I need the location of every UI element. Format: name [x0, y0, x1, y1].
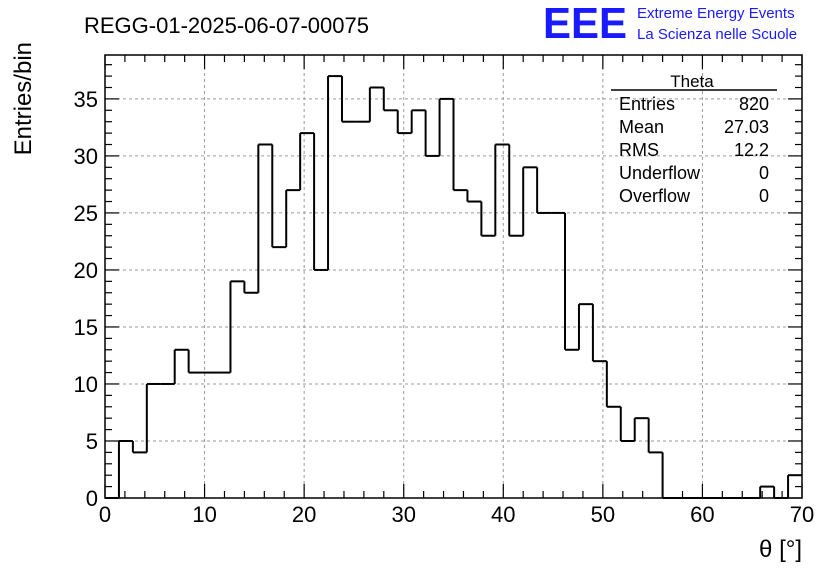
- stats-row-label: RMS: [619, 140, 659, 160]
- stats-row-value: 12.2: [734, 140, 769, 160]
- stats-row-value: 0: [759, 186, 769, 206]
- stats-row-value: 820: [739, 94, 769, 114]
- tick-labels: 0 10 20 30 40 50 60 70 0 5 10 15 20 25 30 35: [74, 87, 815, 527]
- x-tick-label: 70: [790, 502, 814, 527]
- stats-box: Theta Entries 820 Mean 27.03 RMS 12.2 Underflo…: [611, 72, 777, 206]
- stats-row-label: Underflow: [619, 163, 701, 183]
- y-tick-label: 10: [74, 372, 98, 397]
- stats-box-rows: Entries 820 Mean 27.03 RMS 12.2 Underflow 0 Over…: [619, 94, 769, 206]
- plot-border: [104, 54, 803, 499]
- x-tick-label: 20: [292, 502, 316, 527]
- chart-title: REGG-01-2025-06-07-00075: [84, 13, 369, 38]
- grid-lines: [105, 55, 802, 498]
- y-axis-label: Entries/bin: [10, 42, 37, 155]
- histogram-series: [105, 75, 802, 499]
- stats-row-label: Mean: [619, 117, 664, 137]
- logo-line-1: Extreme Energy Events: [637, 5, 795, 22]
- x-axis-label: θ [°]: [759, 536, 802, 563]
- stats-row-label: Overflow: [619, 186, 691, 206]
- y-tick-label: 30: [74, 144, 98, 169]
- logo-mark: EEE: [543, 0, 627, 48]
- logo: EEE Extreme Energy Events La Scienza nel…: [543, 0, 797, 48]
- y-tick-label: 20: [74, 258, 98, 283]
- y-tick-label: 15: [74, 315, 98, 340]
- y-tick-label: 0: [86, 486, 98, 511]
- x-tick-label: 0: [99, 502, 111, 527]
- y-tick-label: 25: [74, 201, 98, 226]
- y-tick-label: 35: [74, 87, 98, 112]
- x-tick-label: 30: [391, 502, 415, 527]
- stats-row-label: Entries: [619, 94, 675, 114]
- stats-row-value: 27.03: [724, 117, 769, 137]
- x-tick-label: 40: [491, 502, 515, 527]
- y-tick-label: 5: [86, 429, 98, 454]
- stats-row-value: 0: [759, 163, 769, 183]
- axis-ticks: [104, 55, 803, 499]
- plot-frame: [104, 54, 803, 499]
- x-tick-label: 50: [591, 502, 615, 527]
- stats-box-title: Theta: [670, 72, 714, 91]
- logo-line-2: La Scienza nelle Scuole: [637, 26, 797, 43]
- x-tick-label: 60: [690, 502, 714, 527]
- x-tick-label: 10: [192, 502, 216, 527]
